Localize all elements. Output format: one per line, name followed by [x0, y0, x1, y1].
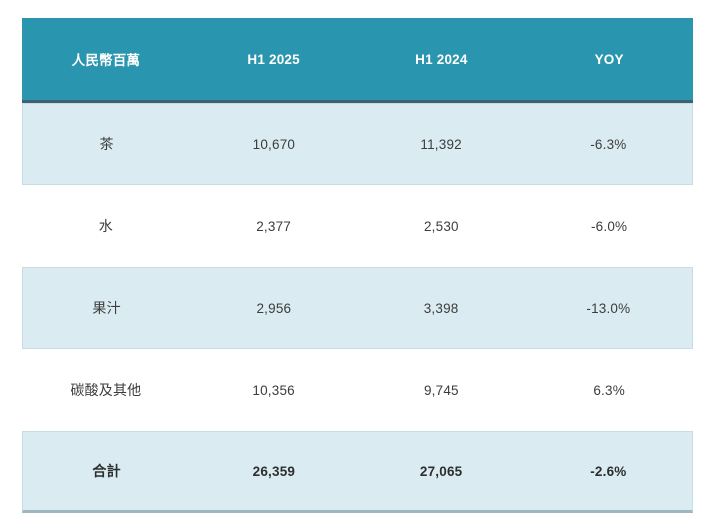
- row-h1-2025-value: 26,359: [252, 463, 296, 479]
- row-h1-2024-value: 2,530: [423, 218, 459, 234]
- row-category: 果汁: [92, 300, 121, 316]
- header-h1-2025: H1 2025: [247, 51, 300, 67]
- row-yoy-value: -13.0%: [586, 300, 631, 316]
- row-yoy-value: -2.6%: [590, 463, 627, 479]
- row-yoy-value: 6.3%: [593, 382, 625, 398]
- header-h1-2024: H1 2024: [415, 51, 468, 67]
- row-category: 碳酸及其他: [70, 382, 142, 398]
- row-yoy-value: -6.0%: [590, 218, 628, 234]
- row-h1-2025-value: 2,956: [256, 300, 292, 316]
- row-h1-2024-value: 27,065: [419, 463, 463, 479]
- row-h1-2024-value: 11,392: [420, 136, 462, 152]
- table-row-tea: 茶 10,670 11,392 -6.3%: [22, 103, 693, 185]
- row-h1-2024-value: 3,398: [423, 300, 459, 316]
- revenue-table: 人民幣百萬 H1 2025 H1 2024 YOY 茶 10,670 11,39…: [22, 18, 693, 513]
- row-h1-2024-value: 9,745: [423, 382, 459, 398]
- header-yoy: YOY: [594, 51, 624, 67]
- table-row-juice: 果汁 2,956 3,398 -13.0%: [22, 267, 693, 349]
- row-yoy-value: -6.3%: [590, 136, 627, 152]
- row-h1-2025-value: 2,377: [256, 218, 292, 234]
- row-category: 茶: [99, 136, 114, 152]
- table-header-row: 人民幣百萬 H1 2025 H1 2024 YOY: [22, 18, 693, 103]
- row-category: 合計: [92, 463, 121, 479]
- table-row-water: 水 2,377 2,530 -6.0%: [22, 185, 693, 267]
- row-category: 水: [98, 218, 113, 234]
- row-h1-2025-value: 10,670: [252, 136, 296, 152]
- header-unit-label: 人民幣百萬: [71, 53, 141, 68]
- table-row-carbonated-others: 碳酸及其他 10,356 9,745 6.3%: [22, 349, 693, 431]
- table-row-total: 合計 26,359 27,065 -2.6%: [22, 431, 693, 513]
- row-h1-2025-value: 10,356: [252, 382, 295, 398]
